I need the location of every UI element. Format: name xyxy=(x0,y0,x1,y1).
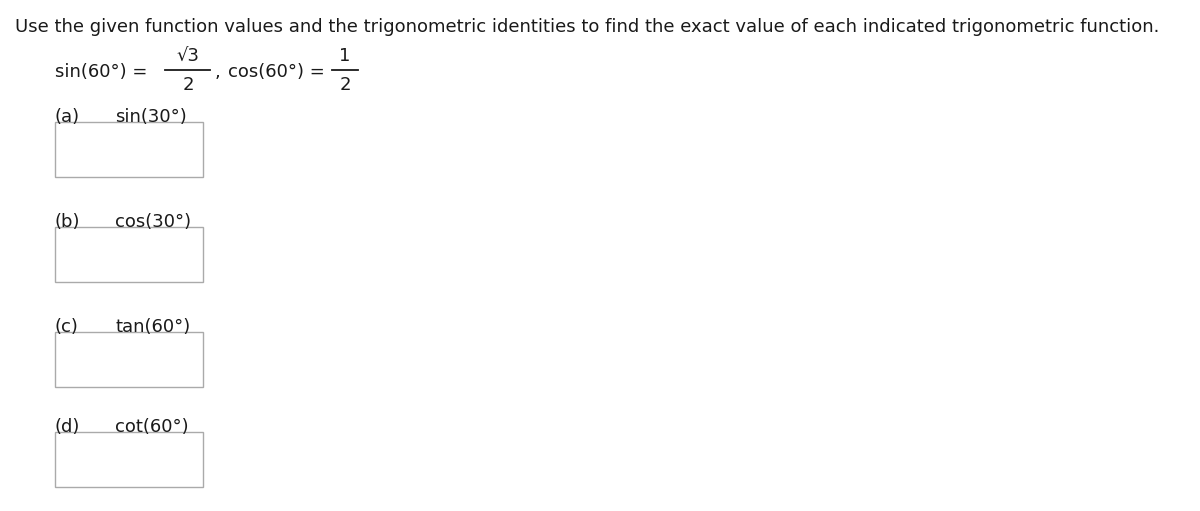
Text: cot(60°): cot(60°) xyxy=(115,418,188,436)
Text: (b): (b) xyxy=(55,213,80,231)
Text: 2: 2 xyxy=(182,76,193,94)
Text: cos(60°) =: cos(60°) = xyxy=(228,63,325,81)
Text: sin(30°): sin(30°) xyxy=(115,108,187,126)
Text: (d): (d) xyxy=(55,418,80,436)
Text: 2: 2 xyxy=(340,76,350,94)
Bar xyxy=(55,432,203,487)
Text: tan(60°): tan(60°) xyxy=(115,318,191,336)
Text: (a): (a) xyxy=(55,108,80,126)
Bar xyxy=(55,227,203,282)
Bar xyxy=(55,332,203,387)
Text: sin(60°) =: sin(60°) = xyxy=(55,63,148,81)
Text: (c): (c) xyxy=(55,318,79,336)
Text: Use the given function values and the trigonometric identities to find the exact: Use the given function values and the tr… xyxy=(14,18,1159,36)
Text: 1: 1 xyxy=(340,47,350,65)
Text: cos(30°): cos(30°) xyxy=(115,213,191,231)
Text: √3: √3 xyxy=(176,47,199,65)
Bar xyxy=(55,122,203,177)
Text: ,: , xyxy=(215,63,221,81)
